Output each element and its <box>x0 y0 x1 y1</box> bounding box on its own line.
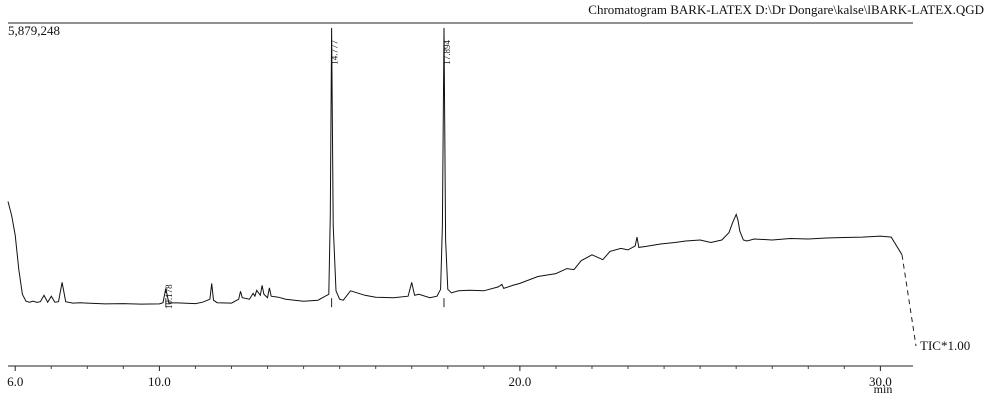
tic-trace-line <box>7 27 903 305</box>
peak-label-10.178: 10.178 <box>164 284 174 309</box>
x-tick-label: 30.0 <box>869 374 892 389</box>
peak-label-14.777: 14.777 <box>330 40 340 65</box>
peak-labels: 10.178 14.777 17.894 <box>164 40 452 310</box>
trace-label: TIC*1.00 <box>920 338 970 353</box>
y-max-label: 5,879,248 <box>8 23 60 38</box>
x-tick-label: 10.0 <box>148 374 171 389</box>
x-axis-ticks <box>14 366 881 371</box>
x-axis-unit-label: min <box>874 382 893 396</box>
x-axis-tick-labels: 6.0 10.0 20.0 30.0 <box>7 374 892 389</box>
x-tick-label: 6.0 <box>7 374 23 389</box>
peak-label-17.894: 17.894 <box>442 40 452 65</box>
x-tick-label: 20.0 <box>509 374 532 389</box>
tic-trace-tail-dashed <box>901 254 917 347</box>
chart-title: Chromatogram BARK-LATEX D:\Dr Dongare\ka… <box>588 2 984 17</box>
